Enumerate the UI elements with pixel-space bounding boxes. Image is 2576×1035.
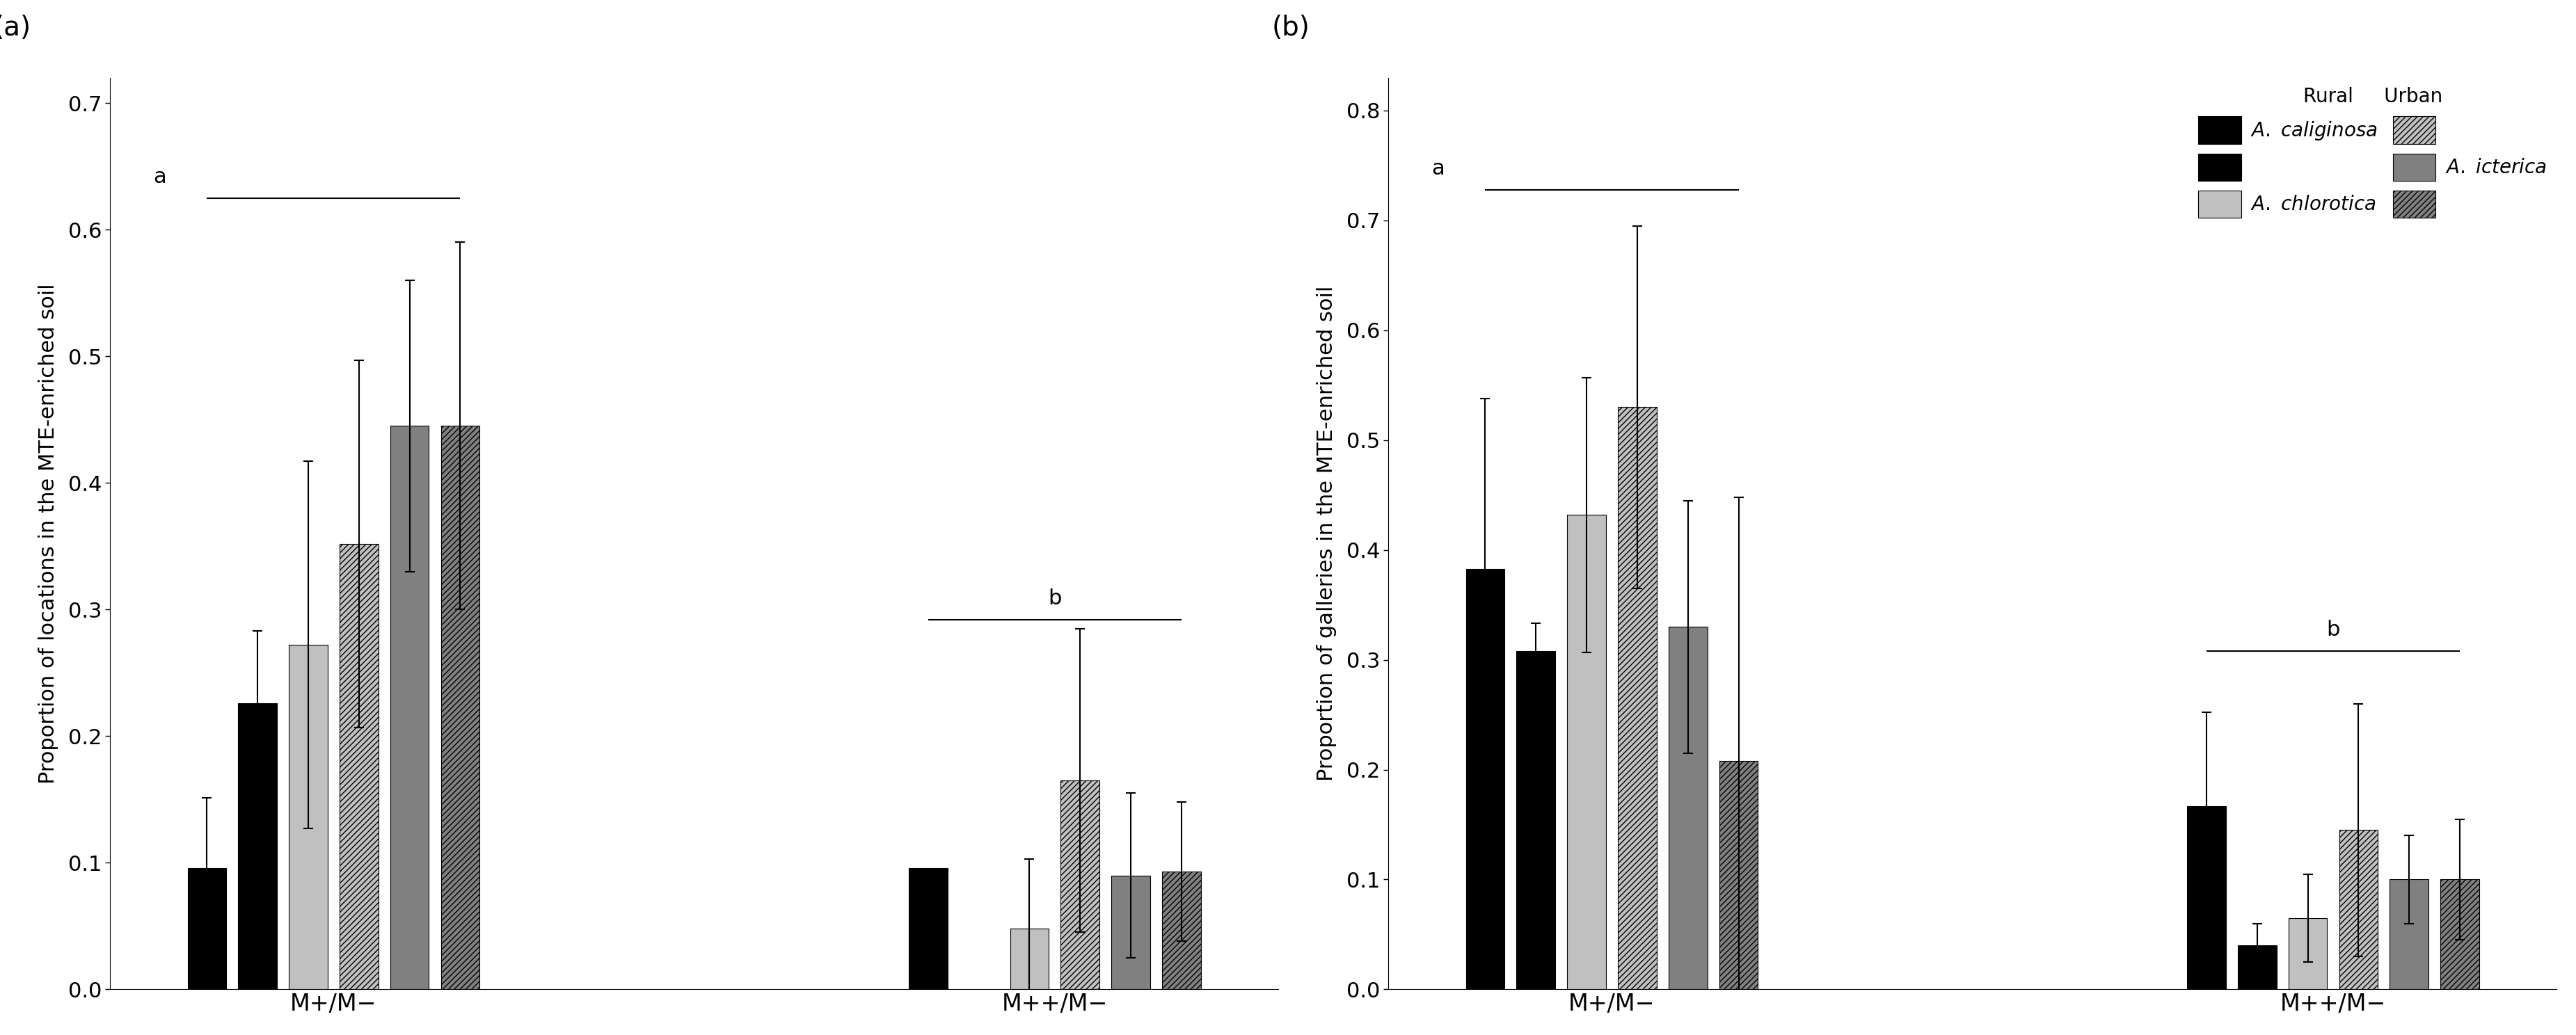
Bar — [2287, 918, 2326, 989]
Bar — [389, 425, 430, 989]
Bar — [440, 425, 479, 989]
Bar — [289, 645, 327, 989]
Legend: $\it{A.}$ $\it{caliginosa}$, , $\it{A.}$ $\it{chlorotica}$, , $\it{A.}$ $\it{ict: $\it{A.}$ $\it{caliginosa}$, , $\it{A.}$… — [2197, 87, 2548, 217]
Bar — [1669, 627, 1708, 989]
Bar — [1162, 871, 1200, 989]
Text: (b): (b) — [1273, 14, 1309, 41]
Y-axis label: Proportion of galleries in the MTE-enriched soil: Proportion of galleries in the MTE-enric… — [1316, 286, 1337, 781]
Bar — [2391, 880, 2429, 989]
Bar — [1466, 568, 1504, 989]
Bar — [1566, 514, 1605, 989]
Bar — [2239, 945, 2277, 989]
Bar — [1110, 876, 1151, 989]
Text: a: a — [1432, 158, 1445, 179]
Bar — [2339, 830, 2378, 989]
Bar — [1010, 928, 1048, 989]
Bar — [340, 543, 379, 989]
Bar — [2187, 806, 2226, 989]
Bar — [1718, 761, 1757, 989]
Bar — [1517, 651, 1556, 989]
Bar — [909, 867, 948, 989]
Text: (a): (a) — [0, 14, 31, 41]
Text: a: a — [155, 167, 167, 187]
Y-axis label: Proportion of locations in the MTE-enriched soil: Proportion of locations in the MTE-enric… — [39, 284, 59, 783]
Bar — [1618, 407, 1656, 989]
Bar — [188, 867, 227, 989]
Text: b: b — [1048, 589, 1061, 609]
Bar — [237, 703, 278, 989]
Bar — [2439, 880, 2478, 989]
Text: b: b — [2326, 620, 2339, 640]
Bar — [1061, 780, 1100, 989]
